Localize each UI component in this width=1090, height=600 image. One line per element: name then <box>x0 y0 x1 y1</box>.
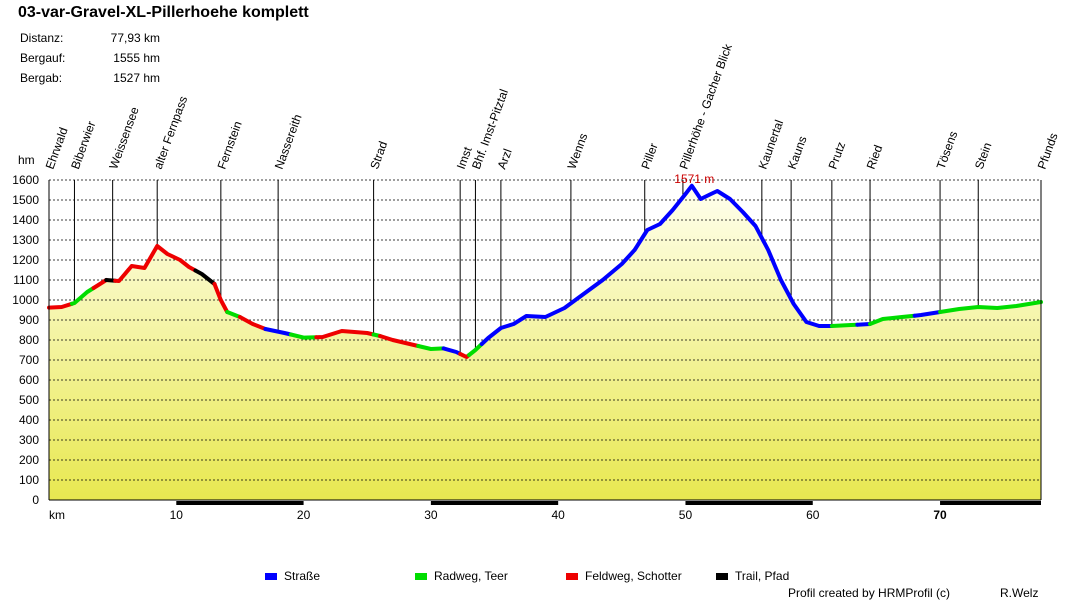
legend-label-radweg: Radweg, Teer <box>434 569 508 583</box>
route-segment-feldweg <box>113 244 198 283</box>
route-segment-feldweg <box>91 278 109 290</box>
waypoint-label: Nassereith <box>272 112 305 171</box>
route-segment-strasse <box>479 183 834 346</box>
route-segment-radweg <box>467 342 484 357</box>
stat-distance-value: 77,93 km <box>110 31 160 45</box>
waypoint-label: Prutz <box>826 140 849 171</box>
x-axis-label: km <box>49 508 65 522</box>
route-segment-feldweg <box>378 334 421 348</box>
route-segment-strasse <box>263 327 293 337</box>
stat-descent-label: Bergab: <box>20 71 63 85</box>
y-tick-label: 1400 <box>12 213 39 227</box>
x-tick-label: 10 <box>170 508 184 522</box>
waypoint-label: Strad <box>367 139 390 171</box>
x-axis-band <box>940 501 1041 505</box>
peak-annotation: 1571 m <box>674 172 714 186</box>
route-segment-radweg <box>288 332 319 340</box>
x-tick-label: 70 <box>933 508 947 522</box>
legend-label-feldweg: Feldweg, Schotter <box>585 569 682 583</box>
legend-swatch-feldweg <box>566 573 578 580</box>
y-tick-label: 400 <box>19 413 39 427</box>
y-tick-label: 900 <box>19 313 39 327</box>
route-segment-radweg <box>416 344 446 351</box>
elevation-area <box>49 185 1041 501</box>
y-tick-label: 1000 <box>12 293 39 307</box>
y-tick-label: 1500 <box>12 193 39 207</box>
waypoint-label: Stein <box>972 141 995 171</box>
x-tick-label: 60 <box>806 508 820 522</box>
waypoint-label: Pfunds <box>1035 131 1061 171</box>
legend-label-strasse: Straße <box>284 569 320 583</box>
waypoint-label: Fernstein <box>215 119 245 171</box>
y-tick-label: 700 <box>19 353 39 367</box>
legend-swatch-strasse <box>265 573 277 580</box>
y-tick-label: 200 <box>19 453 39 467</box>
x-tick-label: 30 <box>424 508 438 522</box>
stat-distance-label: Distanz: <box>20 31 64 45</box>
route-segment-feldweg <box>47 301 74 310</box>
waypoint-label: Biberwier <box>68 119 98 171</box>
author-text: R.Welz <box>1000 586 1039 600</box>
x-tick-label: 40 <box>551 508 565 522</box>
x-axis-band <box>430 501 559 505</box>
route-segment-strasse <box>855 322 872 327</box>
y-tick-label: 1300 <box>12 233 39 247</box>
route-segment-radweg <box>829 322 860 328</box>
legend-swatch-trail <box>716 573 728 580</box>
waypoint-label: Ehrwald <box>43 125 71 171</box>
y-tick-label: 800 <box>19 333 39 347</box>
stat-descent-value: 1527 hm <box>113 71 160 85</box>
y-tick-label: 1200 <box>12 253 39 267</box>
route-segment-radweg <box>868 313 917 326</box>
y-tick-label: 100 <box>19 473 39 487</box>
y-tick-label: 1100 <box>13 273 39 287</box>
stat-ascent-value: 1555 hm <box>113 51 160 65</box>
route-segment-radweg <box>69 286 96 306</box>
x-tick-label: 20 <box>297 508 311 522</box>
waypoint-label: Pillerhöhe - Gacher Blick <box>677 41 736 171</box>
route-segment-radweg <box>938 300 1043 314</box>
legend-label-trail: Trail, Pfad <box>735 569 789 583</box>
y-tick-label: 300 <box>19 433 39 447</box>
waypoint-label: Weissensee <box>106 105 142 171</box>
credit-text: Profil created by HRMProfil (c) <box>788 586 951 600</box>
chart-title: 03-var-Gravel-XL-Pillerhoehe komplett <box>18 4 309 21</box>
route-segment-feldweg <box>237 315 268 331</box>
waypoint-label: Ried <box>864 143 886 171</box>
route-segment-strasse <box>912 310 943 318</box>
waypoint-label: alter Fernpass <box>151 94 190 171</box>
y-tick-label: 500 <box>19 393 39 407</box>
waypoint-label: Kauns <box>785 134 810 171</box>
y-axis-label: hm <box>18 153 35 167</box>
route-segment-feldweg <box>314 329 376 340</box>
y-tick-label: 1600 <box>12 173 39 187</box>
waypoint-label: Kaunertal <box>756 118 787 171</box>
waypoint-label: Tösens <box>934 129 961 171</box>
route-segment-feldweg <box>212 282 230 314</box>
legend-swatch-radweg <box>415 573 427 580</box>
waypoint-label: Arzl <box>495 147 515 171</box>
x-axis-band <box>176 501 304 505</box>
waypoint-label: Wenns <box>565 131 591 171</box>
route-segment-radweg <box>225 310 242 319</box>
stat-ascent-label: Bergauf: <box>20 51 66 65</box>
waypoint-label: Piller <box>638 141 660 171</box>
x-tick-label: 50 <box>679 508 693 522</box>
y-tick-label: 600 <box>19 373 39 387</box>
x-axis-band <box>685 501 813 505</box>
y-tick-label: 0 <box>32 493 39 507</box>
route-segment-trail <box>193 268 217 286</box>
